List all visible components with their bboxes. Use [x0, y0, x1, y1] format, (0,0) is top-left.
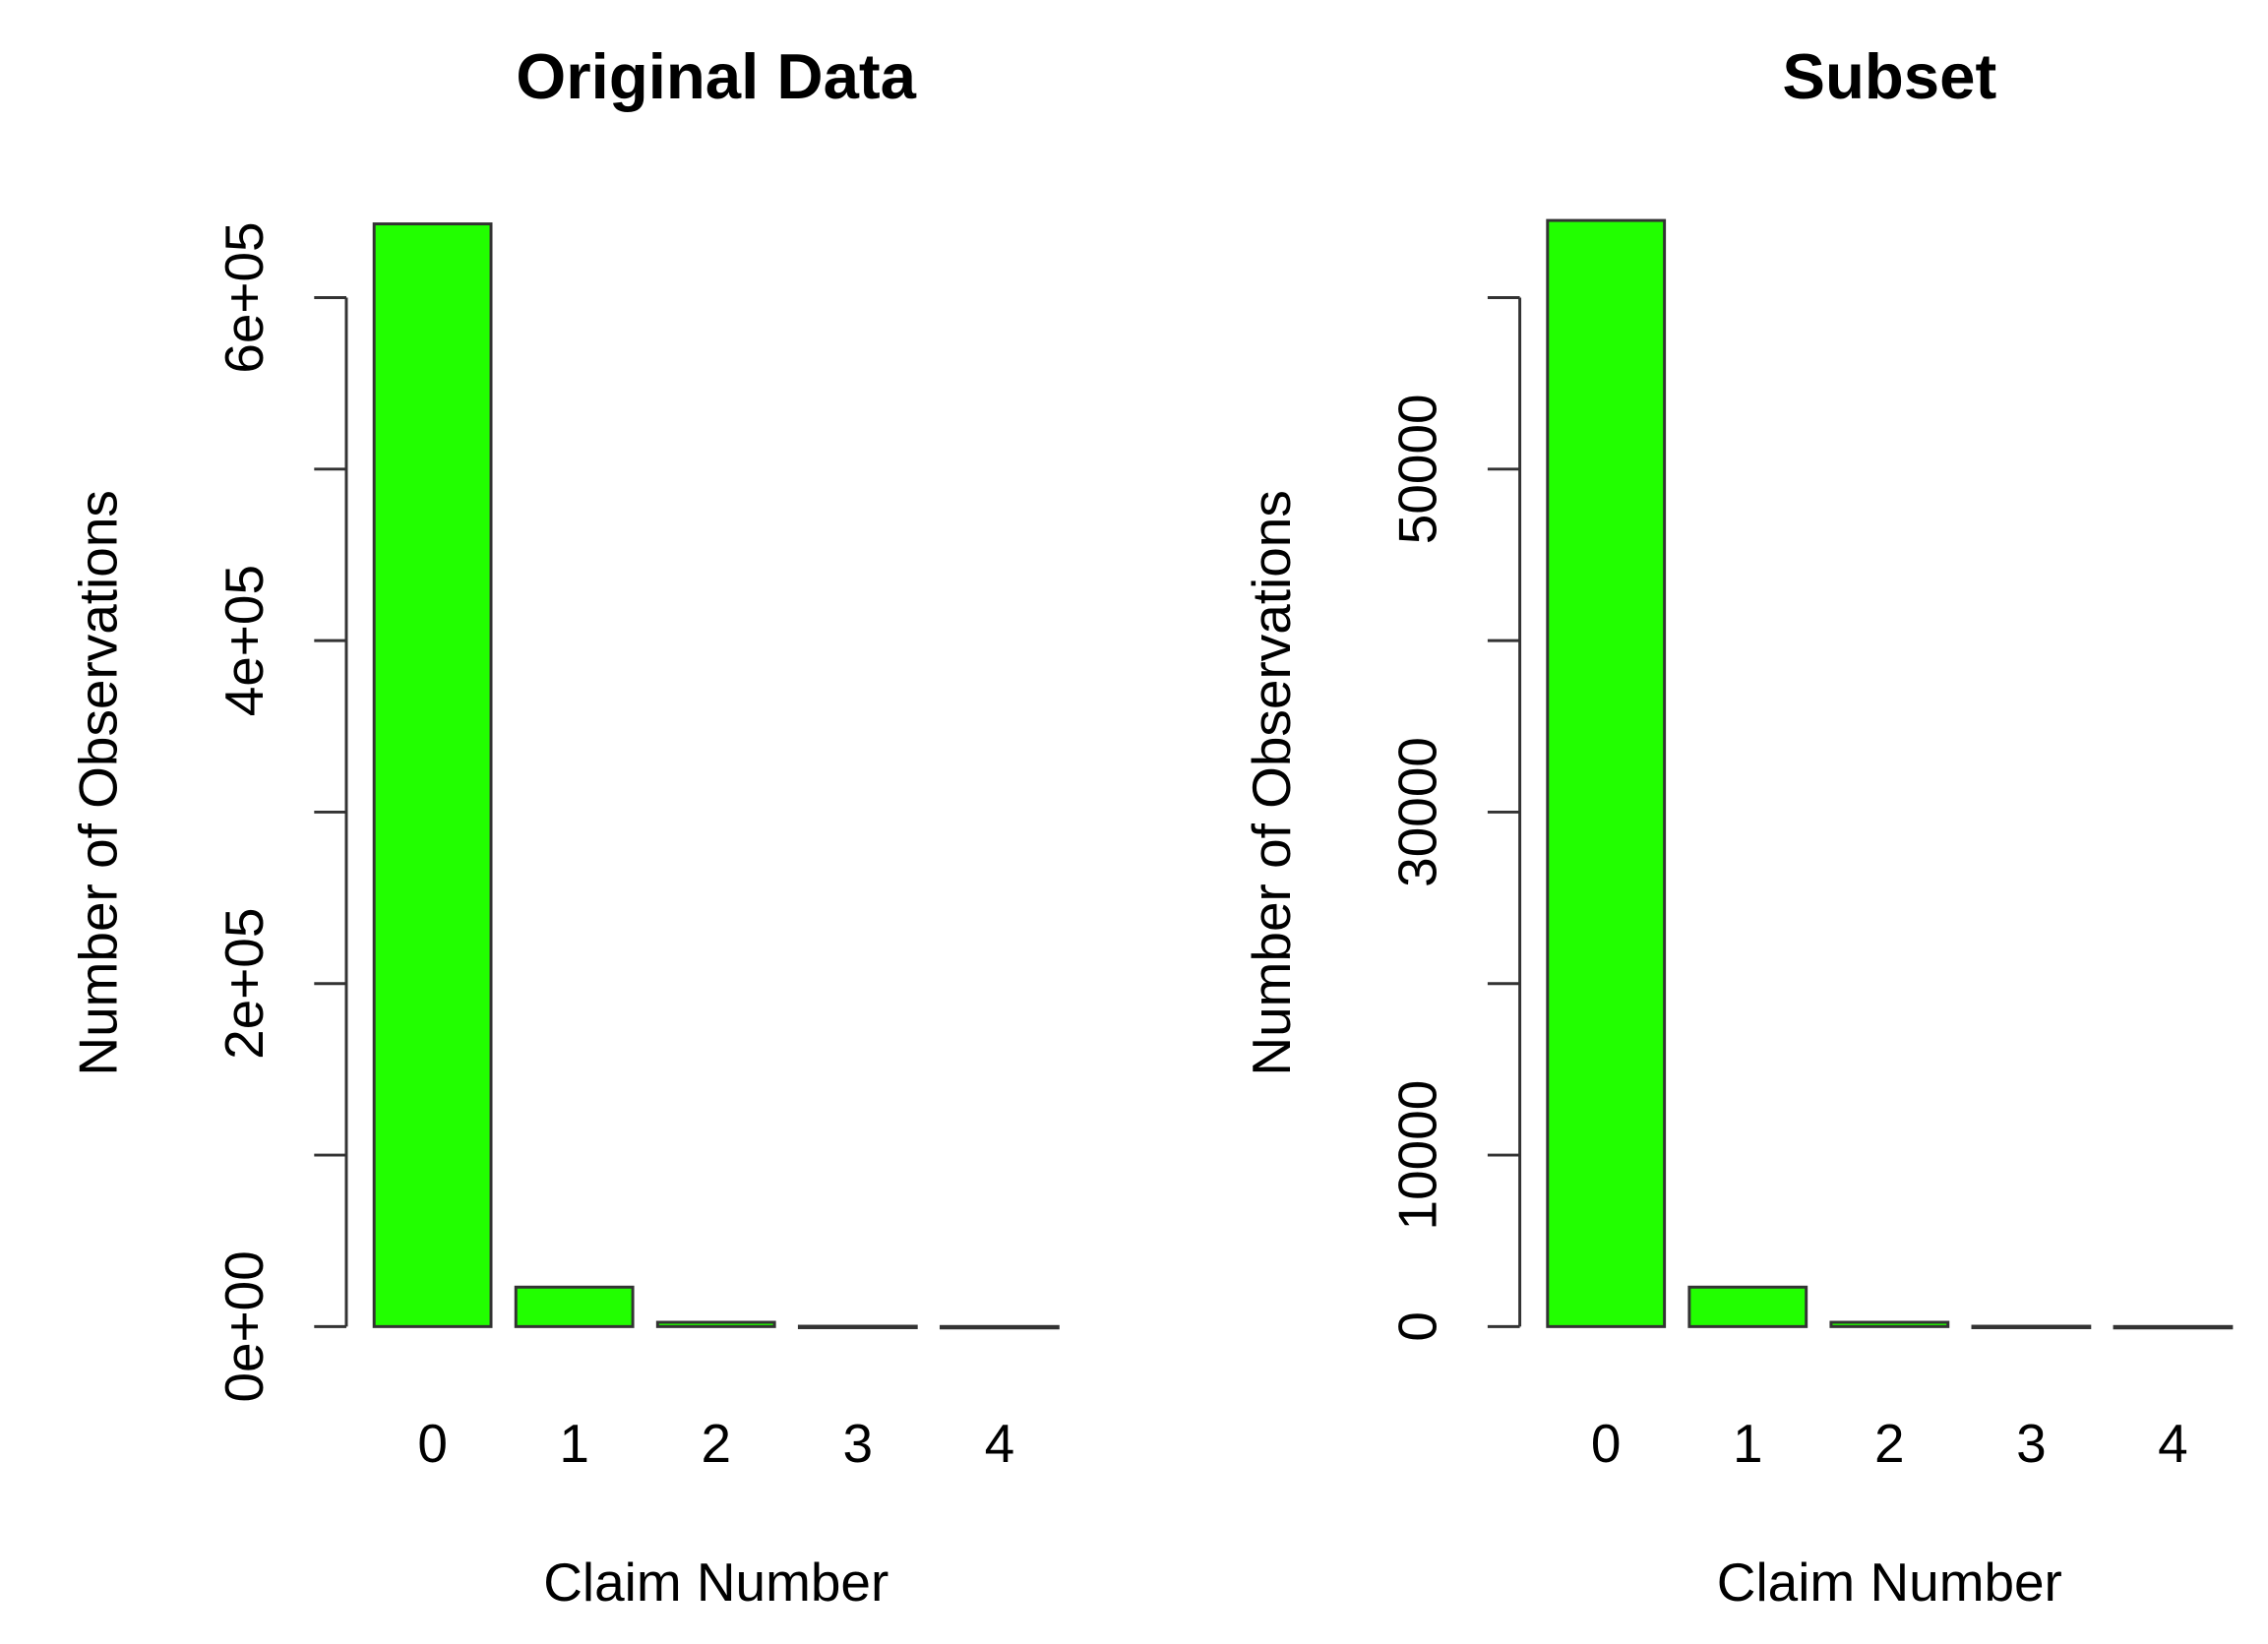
x-tick-label: 4 [2158, 1413, 2188, 1474]
bar [939, 1324, 1060, 1330]
bar [797, 1324, 918, 1329]
chart-title: Original Data [516, 40, 916, 112]
x-tick-label: 1 [1733, 1413, 1763, 1474]
bar [1546, 218, 1667, 1328]
y-axis-label: Number of Observations [67, 490, 128, 1075]
bar [1829, 1320, 1950, 1328]
y-axis-label: Number of Observations [1241, 490, 1302, 1075]
bar [2113, 1324, 2234, 1330]
y-tick-label: 4e+05 [214, 565, 275, 716]
y-tick-label: 50000 [1387, 394, 1448, 544]
y-tick-label: 6e+05 [214, 221, 275, 373]
bar [1687, 1285, 1808, 1328]
x-tick-label: 4 [985, 1413, 1015, 1474]
y-tick-label: 0 [1387, 1311, 1448, 1342]
bar [1971, 1324, 2092, 1329]
x-tick-label: 0 [417, 1413, 448, 1474]
x-tick-label: 2 [701, 1413, 731, 1474]
x-axis-label: Claim Number [1717, 1552, 2062, 1613]
y-tick-label: 30000 [1387, 737, 1448, 887]
x-tick-label: 1 [559, 1413, 589, 1474]
x-tick-label: 2 [1874, 1413, 1905, 1474]
y-tick-label: 10000 [1387, 1080, 1448, 1231]
y-tick-label: 2e+05 [214, 908, 275, 1060]
x-tick-label: 0 [1591, 1413, 1622, 1474]
chart-title: Subset [1782, 40, 1996, 112]
x-axis-label: Claim Number [543, 1552, 889, 1613]
bar [372, 222, 493, 1328]
x-tick-label: 3 [2016, 1413, 2047, 1474]
bar [655, 1320, 776, 1328]
x-tick-label: 3 [843, 1413, 874, 1474]
y-tick-label: 0e+00 [214, 1250, 275, 1402]
bar [514, 1285, 635, 1328]
